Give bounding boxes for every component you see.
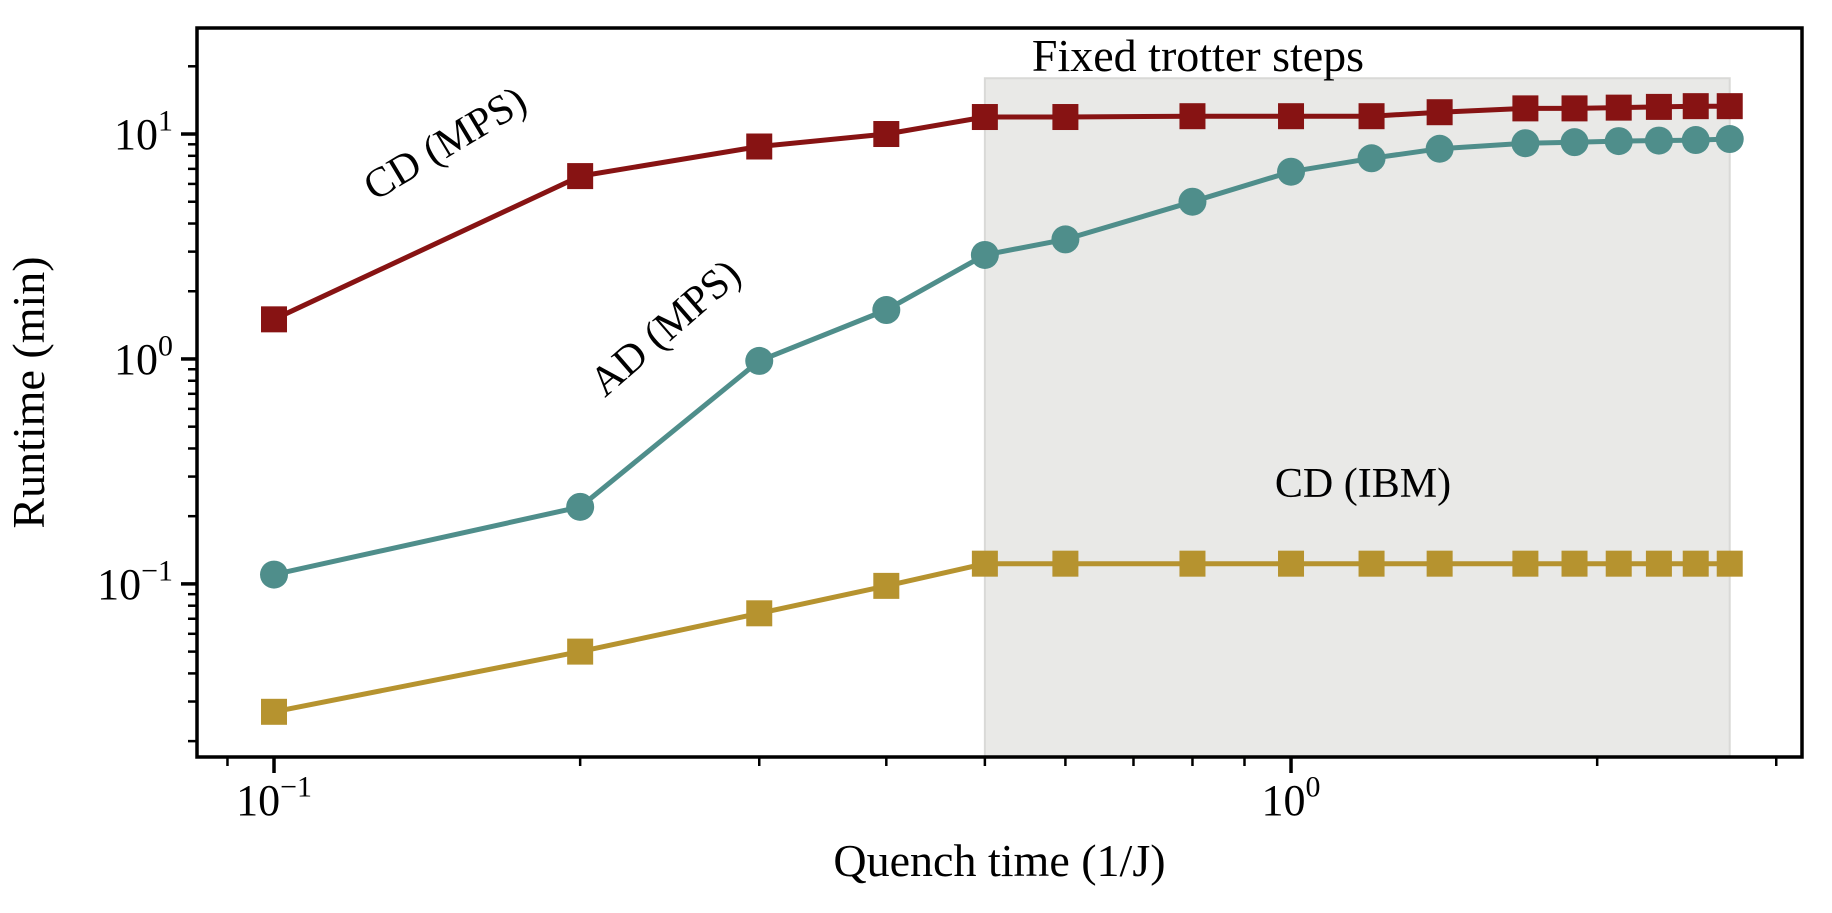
data-point-square	[1561, 95, 1588, 122]
data-point-square	[1358, 103, 1385, 130]
plot-spines	[195, 26, 1804, 759]
data-point-circle	[1604, 127, 1633, 156]
data-point-circle	[872, 296, 901, 325]
data-point-circle	[1511, 129, 1540, 158]
data-point-circle	[260, 560, 289, 589]
data-point-circle	[566, 492, 595, 521]
data-point-circle	[1178, 187, 1207, 216]
data-point-circle	[1425, 134, 1454, 163]
series-line-cd-ibm	[271, 561, 1733, 715]
series-label-cd-ibm: CD (IBM)	[1275, 461, 1451, 507]
data-point-square	[1605, 550, 1632, 577]
x-axis-label: Quench time (1/J)	[833, 835, 1165, 886]
data-point-circle	[970, 240, 999, 269]
data-point-square	[567, 163, 594, 190]
data-point-square	[1512, 550, 1539, 577]
data-point-square	[1278, 103, 1305, 130]
y-tick-label: 10−1	[97, 554, 173, 608]
data-point-square	[1052, 104, 1079, 131]
series-line-ad-mps	[271, 136, 1733, 578]
x-tick-label: 10−1	[236, 771, 312, 825]
data-point-square	[971, 550, 998, 577]
data-point-square	[1179, 550, 1206, 577]
data-point-square	[1358, 550, 1385, 577]
data-point-square	[1716, 550, 1743, 577]
data-point-square	[1426, 99, 1453, 126]
data-point-square	[1179, 103, 1206, 130]
y-axis-label: Runtime (min)	[3, 256, 54, 528]
data-point-square	[1512, 95, 1539, 122]
y-tick-label: 100	[114, 329, 173, 383]
series-label-cd-mps: CD (MPS)	[356, 78, 535, 211]
data-point-circle	[1560, 128, 1589, 157]
series-line-cd-mps	[271, 103, 1733, 322]
data-point-square	[1605, 94, 1632, 121]
series-layer	[260, 93, 1744, 725]
data-point-square	[873, 572, 900, 599]
data-point-circle	[1715, 125, 1744, 154]
data-point-circle	[1681, 126, 1710, 155]
data-point-square	[261, 306, 288, 333]
data-point-square	[1645, 550, 1672, 577]
fixed-trotter-steps-region	[983, 77, 1731, 758]
data-point-circle	[1644, 126, 1673, 155]
data-point-circle	[745, 346, 774, 375]
data-point-square	[971, 104, 998, 131]
axes-layer	[181, 26, 1804, 773]
data-point-square	[873, 121, 900, 148]
data-point-circle	[1051, 225, 1080, 254]
shaded-region-layer	[983, 77, 1731, 758]
data-point-square	[567, 638, 594, 665]
data-point-square	[746, 133, 773, 160]
y-tick-label: 101	[114, 105, 173, 159]
data-point-square	[1052, 550, 1079, 577]
x-tick-label: 100	[1262, 771, 1321, 825]
annotation-fixed-trotter-steps: Fixed trotter steps	[1032, 30, 1364, 81]
data-point-square	[1716, 93, 1743, 120]
data-point-square	[1682, 93, 1709, 120]
data-point-square	[1682, 550, 1709, 577]
data-point-circle	[1357, 144, 1386, 173]
data-point-square	[1426, 550, 1453, 577]
data-point-square	[746, 600, 773, 627]
data-point-square	[1278, 550, 1305, 577]
data-point-square	[1561, 550, 1588, 577]
series-label-ad-mps: AD (MPS)	[581, 251, 749, 406]
data-point-square	[1645, 93, 1672, 120]
data-point-circle	[1277, 157, 1306, 186]
data-point-square	[261, 698, 288, 725]
